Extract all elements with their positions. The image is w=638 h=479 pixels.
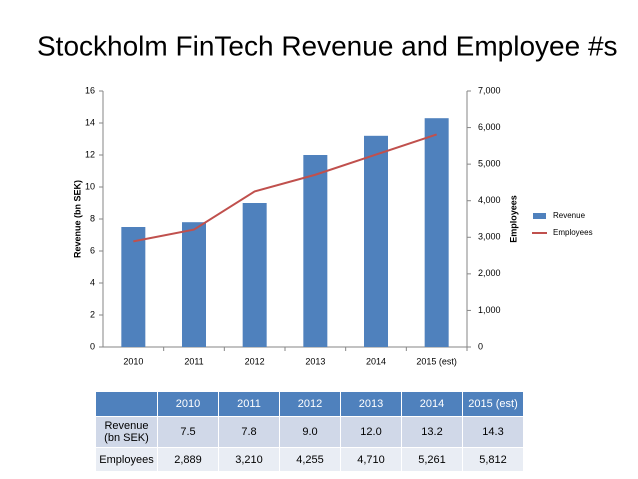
- column-header: 2013: [340, 391, 402, 417]
- table-cell: 14.3: [462, 416, 524, 448]
- table-cell: 7.5: [157, 416, 219, 448]
- column-header: 2015 (est): [462, 391, 524, 417]
- y2ticks-label: 0: [478, 341, 483, 351]
- y2ticks-label: 1,000: [478, 305, 501, 315]
- column-header: 2014: [401, 391, 463, 417]
- data-table: 2010 2011 2012 2013 2014 2015 (est) Revenue (…: [95, 391, 524, 472]
- row-label: Employees: [95, 447, 158, 472]
- x-tick-label: 2010: [123, 356, 143, 366]
- legend-swatch: [533, 213, 546, 219]
- column-header: 2011: [218, 391, 280, 417]
- bar: [424, 118, 449, 347]
- y-axis-title: Revenue (bn SEK): [72, 180, 82, 258]
- table-cell: 7.8: [218, 416, 280, 448]
- yticks-label: 16: [85, 85, 95, 95]
- table-cell: 5,812: [462, 447, 524, 472]
- bar: [364, 135, 388, 347]
- table-body: Revenue (bn SEK) 7.5 7.8 9.0 12.0 13.2 14.3 Emp…: [95, 416, 524, 472]
- column-header: 2010: [157, 391, 219, 417]
- chart-title: Stockholm FinTech Revenue and Employee #…: [37, 30, 618, 61]
- yticks-label: 14: [85, 117, 95, 127]
- yticks-label: 2: [90, 309, 95, 319]
- table-row: Revenue (bn SEK) 7.5 7.8 9.0 12.0 13.2 14.3: [95, 416, 524, 448]
- yticks-label: 10: [85, 181, 95, 191]
- y2ticks-label: 7,000: [478, 85, 501, 95]
- yticks-label: 12: [85, 149, 95, 159]
- table-cell: 13.2: [401, 416, 463, 448]
- line: [133, 133, 437, 243]
- column-header: 2012: [279, 391, 341, 417]
- y2ticks-label: 4,000: [478, 195, 501, 205]
- y2ticks-label: 5,000: [478, 159, 501, 169]
- table-cell: 5,261: [401, 447, 463, 472]
- yticks-label: 0: [90, 341, 95, 351]
- table-row: Employees 2,889 3,210 4,255 4,710 5,261 5,812: [95, 447, 524, 472]
- legend-label: Revenue: [553, 211, 586, 220]
- yticks-label: 4: [90, 277, 95, 287]
- yticks-label: 6: [90, 245, 95, 255]
- row-label: Revenue (bn SEK): [95, 416, 158, 448]
- x-tick-label: 2014: [366, 356, 386, 366]
- y2ticks-label: 2,000: [478, 268, 501, 278]
- table-cell: 4,255: [279, 447, 341, 472]
- table-cell: 3,210: [218, 447, 280, 472]
- bar: [303, 155, 328, 347]
- y2-axis-title: Employees: [508, 195, 518, 243]
- table-cell: 9.0: [279, 416, 341, 448]
- x-tick-label: 2013: [305, 356, 325, 366]
- y2ticks-label: 3,000: [478, 232, 501, 242]
- table-cell: 12.0: [340, 416, 402, 448]
- y2ticks-label: 6,000: [478, 122, 501, 132]
- bar: [182, 222, 206, 347]
- x-tick-label: 2011: [184, 356, 203, 366]
- table-header: 2010 2011 2012 2013 2014 2015 (est): [95, 391, 524, 417]
- empty-cell: [95, 391, 158, 417]
- x-tick-label: 2012: [245, 356, 265, 366]
- yticks-label: 8: [90, 213, 95, 223]
- x-tick-label: 2015 (est): [416, 356, 457, 366]
- table-cell: 4,710: [340, 447, 402, 472]
- bar: [242, 203, 267, 347]
- legend-label: Employees: [553, 228, 593, 237]
- table-cell: 2,889: [157, 447, 219, 472]
- chart: Stockholm FinTech Revenue and Employee #…: [37, 30, 618, 366]
- bar: [121, 227, 146, 347]
